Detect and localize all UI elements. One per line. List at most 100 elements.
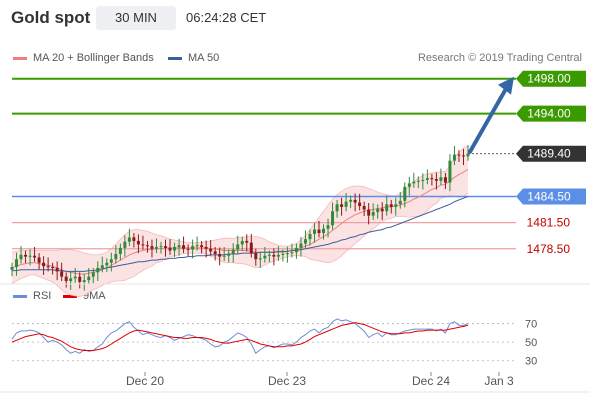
candle-body <box>312 229 316 234</box>
level-label-1: 1494.00 <box>527 107 571 121</box>
candle-body <box>290 252 294 254</box>
candle-body <box>272 254 276 257</box>
legend-ma50: MA 50 <box>168 52 219 64</box>
candle-body <box>24 254 28 257</box>
candle-body <box>434 179 438 181</box>
candle-body <box>73 276 77 279</box>
ma50-swatch <box>168 56 182 60</box>
level-labels: 1498.00 1494.00 1489.40 1484.50 1481.50 1478.… <box>516 70 586 256</box>
level-lines <box>12 77 516 250</box>
candle-body <box>457 154 461 156</box>
research-credit: Research © 2019 Trading Central <box>417 52 582 64</box>
candle-body <box>349 199 353 202</box>
x-tick-label-1: Dec 23 <box>268 374 306 388</box>
x-tick-label-2: Dec 24 <box>412 374 450 388</box>
candle-body <box>461 155 465 157</box>
candle-body <box>331 211 335 226</box>
timestamp: 06:24:28 CET <box>186 10 267 25</box>
candle-body <box>177 245 181 248</box>
candle-body <box>82 280 86 282</box>
projection-arrow <box>468 76 514 154</box>
timeframe-selector[interactable]: 30 MIN <box>96 6 176 30</box>
level-label-3: 1484.50 <box>527 189 571 203</box>
ma20-swatch <box>13 56 27 60</box>
x-axis: Dec 20 Dec 23 Dec 24 Jan 3 <box>0 283 590 393</box>
ma9-swatch <box>63 294 77 298</box>
rsi-tick-2: 30 <box>525 356 537 368</box>
candle-body <box>254 253 258 260</box>
chart-header: Gold spot 30 MIN 06:24:28 CET <box>0 0 590 36</box>
candle-body <box>64 276 68 282</box>
rsi-tick-0: 70 <box>525 319 537 331</box>
candle-body <box>87 276 91 281</box>
candle-body <box>218 253 222 257</box>
candle-body <box>276 254 280 257</box>
legend-9ma-label: 9MA <box>83 290 106 302</box>
candle-body <box>114 253 118 260</box>
candle-body <box>28 255 32 257</box>
bollinger-upper-line <box>11 145 469 256</box>
candle-body <box>317 229 321 234</box>
candle-body <box>168 247 172 251</box>
x-tick-label-3: Jan 3 <box>484 374 514 388</box>
candle-body <box>154 247 158 249</box>
level-tag-2 <box>516 145 586 162</box>
candle-body <box>358 202 362 207</box>
instrument-title: Gold spot <box>11 8 91 27</box>
candle-body <box>78 276 82 282</box>
candle-body <box>15 259 19 268</box>
candle-body <box>421 179 425 181</box>
candle-body <box>376 208 380 213</box>
rsi-ma9-line <box>11 322 469 351</box>
candle-body <box>430 178 434 180</box>
bollinger-bands <box>11 145 469 298</box>
legend-9ma: 9MA <box>63 290 106 302</box>
candle-body <box>127 237 131 242</box>
candle-body <box>425 178 429 180</box>
candle-body <box>394 204 398 207</box>
candle-body <box>141 244 145 246</box>
candle-body <box>132 237 136 241</box>
candle-body <box>105 262 109 266</box>
candle-body <box>186 248 190 250</box>
candle-body <box>263 255 267 259</box>
candle-body <box>136 240 140 245</box>
candle-body <box>398 200 402 205</box>
candle-body <box>118 247 122 254</box>
candle-body <box>227 253 231 256</box>
candle-body <box>340 204 344 207</box>
rsi-panel: 70 50 30 <box>11 318 537 368</box>
legend-rsi: RSI <box>13 290 51 302</box>
candle-body <box>344 201 348 207</box>
candle-body <box>109 259 113 263</box>
candle-body <box>389 204 393 207</box>
candle-body <box>367 209 371 216</box>
legend-rsi-label: RSI <box>33 290 52 302</box>
x-tick-label-0: Dec 20 <box>126 374 164 388</box>
candle-body <box>403 186 407 201</box>
candle-body <box>123 241 127 248</box>
candle-body <box>145 245 149 247</box>
candle-body <box>42 262 46 267</box>
candle-body <box>407 183 411 187</box>
candle-body <box>159 246 163 248</box>
candle-body <box>191 246 195 250</box>
candle-body <box>416 180 420 182</box>
candle-body <box>240 240 244 245</box>
legend-ma50-label: MA 50 <box>188 52 220 64</box>
candle-body <box>150 246 154 249</box>
candle-body <box>448 160 452 183</box>
level-label-5: 1478.50 <box>527 242 571 256</box>
rsi-tick-1: 50 <box>525 337 537 349</box>
candle-body <box>236 244 240 250</box>
candle-body <box>55 267 59 272</box>
candle-body <box>335 204 339 212</box>
candle-body <box>385 204 389 212</box>
candle-body <box>231 249 235 254</box>
candle-body <box>299 243 303 248</box>
candle-body <box>69 278 73 282</box>
level-label-4: 1481.50 <box>527 216 571 230</box>
candle-body <box>294 247 298 253</box>
candle-body <box>281 253 285 255</box>
